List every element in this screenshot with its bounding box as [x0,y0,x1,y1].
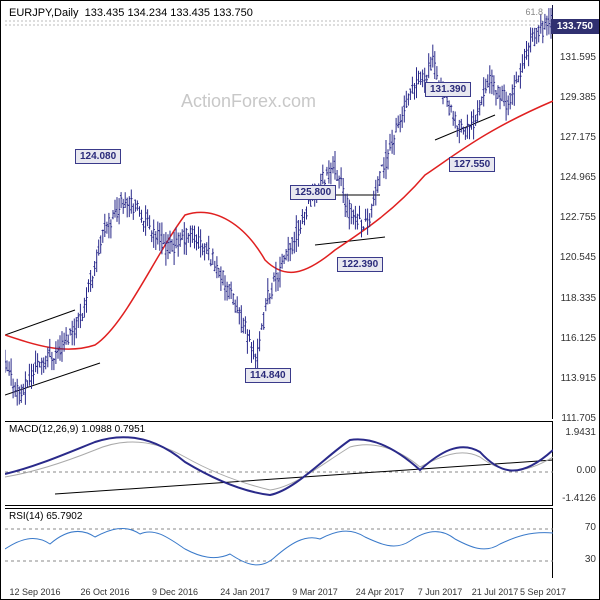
macd-panel[interactable]: MACD(12,26,9) 1.0988 0.7951 [5,421,553,506]
price-annotation: 131.390 [425,82,471,97]
x-tick-label: 24 Jan 2017 [220,587,270,597]
price-ytick: 131.595 [560,52,596,63]
chart-container: EURJPY,Daily 133.435 134.234 133.435 133… [0,0,600,600]
rsi-svg [5,509,553,579]
macd-ytick: 0.00 [577,465,596,476]
fib-label: 61.8 [525,7,543,17]
price-panel[interactable] [5,5,553,419]
macd-svg [5,422,553,507]
price-ytick: 116.125 [561,333,596,344]
rsi-panel[interactable]: RSI(14) 65.7902 [5,508,553,578]
price-ytick: 124.965 [560,172,596,183]
x-tick-label: 9 Mar 2017 [292,587,338,597]
macd-ytick: -1.4126 [562,493,596,504]
current-price-box: 133.750 [551,19,599,34]
price-svg [5,5,553,419]
price-ytick: 118.335 [561,293,596,304]
price-annotation: 124.080 [75,149,121,164]
x-tick-label: 12 Sep 2016 [9,587,60,597]
x-tick-label: 7 Jun 2017 [418,587,463,597]
rsi-ytick: 70 [585,522,596,533]
macd-ytick: 1.9431 [565,427,596,438]
x-tick-label: 21 Jul 2017 [472,587,519,597]
price-ytick: 120.545 [560,252,596,263]
price-ytick: 129.385 [560,92,596,103]
price-annotation: 125.800 [290,185,336,200]
x-tick-label: 9 Dec 2016 [152,587,198,597]
price-annotation: 122.390 [337,257,383,272]
price-annotation: 127.550 [449,157,495,172]
price-ytick: 127.175 [560,132,596,143]
price-bars [5,5,553,406]
x-tick-label: 26 Oct 2016 [80,587,129,597]
x-tick-label: 5 Sep 2017 [520,587,566,597]
price-ytick: 113.915 [561,373,596,384]
price-ytick: 122.755 [560,212,596,223]
x-tick-label: 24 Apr 2017 [356,587,405,597]
price-annotation: 114.840 [245,368,291,383]
rsi-ytick: 30 [585,554,596,565]
price-ytick: 111.705 [561,413,596,424]
